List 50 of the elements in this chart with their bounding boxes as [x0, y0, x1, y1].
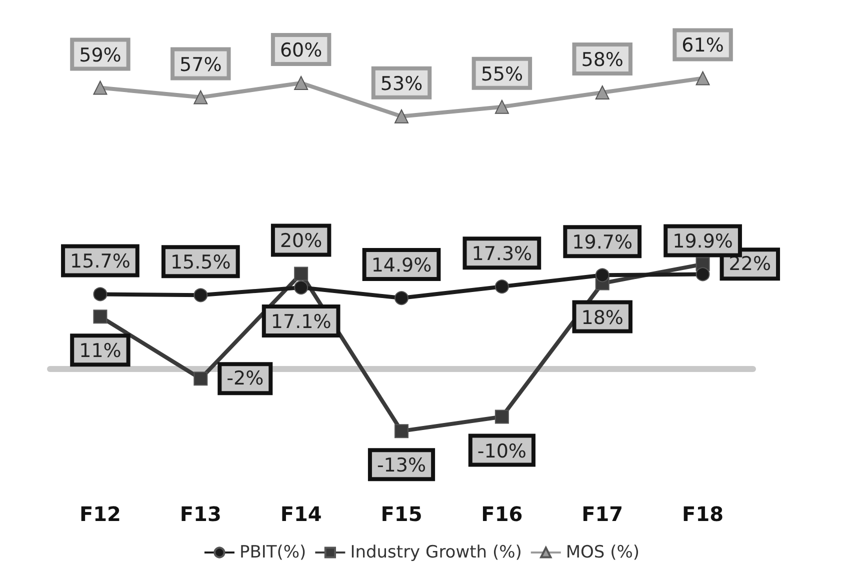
x-tick-label: F14	[280, 502, 322, 526]
point	[93, 80, 108, 95]
x-tick-label: F16	[481, 502, 523, 526]
data-label: -10%	[477, 440, 526, 462]
x-tick-label: F17	[582, 502, 624, 526]
data-label: -2%	[226, 368, 264, 390]
point	[194, 90, 208, 104]
legend-label: PBIT(%)	[239, 542, 306, 562]
data-label: 61%	[682, 34, 724, 57]
point	[394, 424, 408, 438]
point	[595, 268, 610, 282]
data-label: 58%	[581, 49, 624, 72]
data-label: 55%	[480, 63, 524, 86]
point	[494, 100, 509, 114]
x-tick-label: F18	[682, 502, 724, 526]
data-label: 19.9%	[672, 230, 733, 253]
point	[93, 310, 108, 324]
point	[494, 410, 509, 424]
point	[194, 372, 208, 386]
point	[294, 266, 308, 281]
point	[696, 267, 710, 282]
data-label: 60%	[280, 39, 322, 62]
legend-label: MOS (%)	[566, 542, 640, 562]
data-label: 22%	[728, 253, 772, 276]
data-label: 17.1%	[270, 311, 332, 334]
point	[294, 76, 308, 90]
data-label: 53%	[380, 72, 423, 95]
point	[294, 280, 308, 295]
point	[93, 287, 108, 302]
data-label: -13%	[376, 454, 426, 477]
data-label: 15.7%	[70, 250, 130, 273]
data-label: 59%	[79, 44, 122, 66]
data-label: 15.5%	[170, 252, 231, 274]
data-label: 11%	[79, 340, 122, 362]
point	[696, 71, 710, 86]
point	[595, 86, 610, 100]
x-tick-label: F15	[380, 502, 422, 526]
x-tick-label: F13	[180, 502, 222, 526]
data-label: 17.3%	[472, 243, 532, 266]
data-label: 20%	[280, 230, 322, 252]
data-label: 19.7%	[572, 232, 633, 254]
legend-label: Industry Growth (%)	[350, 542, 522, 562]
point	[394, 109, 408, 124]
point	[194, 288, 208, 302]
point	[494, 280, 509, 294]
point	[394, 291, 408, 306]
data-label: 14.9%	[371, 254, 432, 277]
x-tick-label: F12	[79, 502, 121, 526]
data-label: 18%	[581, 306, 624, 329]
data-label: 57%	[180, 54, 222, 76]
